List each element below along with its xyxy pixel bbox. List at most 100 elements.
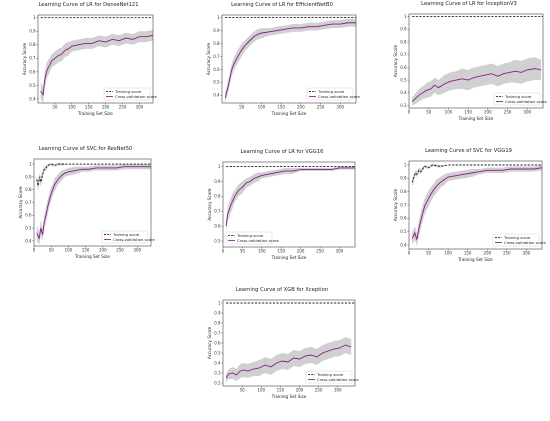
cross-validation-score-line [225,344,352,379]
x-axis-label: Training Set Size [458,116,494,121]
y-tick-label: 0.8 [214,194,221,199]
y-tick-label: 0.5 [25,225,32,230]
y-tick-label: 0.3 [400,103,407,108]
legend-validation-label: Cross-validation score [504,240,546,245]
training-score-line [36,163,151,186]
cross-validation-score-line [411,68,542,102]
x-tick-label: 200 [99,248,107,253]
x-tick-label: 50 [240,249,246,254]
panel-densenet121: Learning Curve of LR for DenseNet121 50 1… [22,2,157,117]
panel-vgg16: Learning Curve of LR for VGG16 0 50 100 150… [207,149,357,261]
y-tick-label: 1 [218,164,221,169]
x-tick-label: 50 [239,105,245,110]
x-tick-label: 50 [52,105,58,110]
x-axis-label: Training Set Size [457,257,493,262]
y-axis-label: Accuracy Score [393,188,398,221]
x-tick-label: 250 [317,105,325,110]
y-tick-label: 0.9 [29,29,36,34]
plot-frame [408,13,544,109]
x-tick-label: 100 [444,251,452,256]
y-tick-label: 0.7 [214,209,221,214]
legend-training-label: Training score [316,372,344,377]
x-tick-label: 300 [523,110,531,115]
panel-title: Learning Curve of LR for EfficientNetB0 [231,2,333,8]
legend-box [101,230,149,244]
panel-vgg19: Learning Curve of SVC for VGG19 0 50 100 15… [393,148,546,263]
x-tick-label: 200 [102,105,110,110]
y-tick-label: 0.5 [213,80,220,85]
chart-svg: 50 100 150 200 250 300 0.4 0.5 0.6 0.7 0.8 0.9 1 Trai… [22,14,157,116]
x-axis-label: Training Set Size [271,394,307,399]
y-tick-label: 0.8 [400,39,407,44]
legend-training-label: Training score [112,232,140,237]
x-tick-label: 250 [503,251,511,256]
x-tick-label: 150 [85,105,93,110]
y-tick-label: 1 [33,15,36,20]
x-tick-label: 50 [240,388,246,393]
x-tick-label: 100 [445,110,453,115]
y-axis-label: Accuracy Score [18,186,23,219]
x-axis-label: Training Set Size [271,255,307,260]
x-tick-label: 250 [119,105,127,110]
panel-title: Learning Curve of XGB for Xception [235,287,329,293]
plot-frame [222,161,356,248]
legend-validation-label: Cross-validation score [237,238,279,243]
y-tick-label: 0.9 [400,27,407,32]
cross-validation-score-line [40,34,154,97]
x-tick-label: 0 [408,110,411,115]
y-tick-label: 0.5 [214,350,221,355]
y-tick-label: 0.5 [400,229,407,234]
chart-svg: 50 100 150 200 250 300 0.4 0.5 0.6 0.7 0.8 0.9 1 Trai… [206,14,360,116]
y-tick-label: 1 [218,300,221,305]
legend-training-label: Training score [317,89,345,94]
y-tick-label: 0.6 [213,67,220,72]
panel-resnet50: Learning Curve of SVC for ResNet50 0 50 10… [18,146,155,260]
y-tick-label: 0.9 [213,28,220,33]
legend-validation-label: Cross-validation score [317,377,359,382]
cross-validation-score-line [411,167,543,240]
y-tick-label: 0.4 [214,360,221,365]
x-tick-label: 100 [258,249,266,254]
chart-svg: 0 50 100 150 200 250 300 0.4 0.5 0.6 0.7 0.8 0.9 1 Tra… [18,158,155,259]
x-tick-label: 300 [133,248,141,253]
panel-title: Learning Curve of LR for DenseNet121 [38,2,139,8]
chart-svg: 50 100 150 200 250 300 0.2 0.3 0.4 0.5 0.6 0.7 0.8 0.… [207,299,359,399]
x-tick-label: 200 [296,388,304,393]
legend-validation-label: Cross-validation score [115,94,157,99]
legend-box [306,87,354,101]
x-tick-label: 250 [316,249,324,254]
legend-validation-label: Cross-validation score [318,94,360,99]
x-axis-label: Training Set Size [271,111,307,116]
y-tick-label: 0.6 [29,69,36,74]
x-axis-label: Training Set Size [77,111,113,116]
plot-frame [37,14,154,104]
y-axis-label: Accuracy Score [22,42,27,75]
y-tick-label: 0.8 [213,41,220,46]
legend-box [225,231,273,245]
y-axis-label: Accuracy Score [393,44,398,77]
x-tick-label: 150 [464,251,472,256]
confidence-band [225,18,356,103]
panel-inceptionv3: Learning Curve of LR for InceptionV3 0 50… [393,1,547,122]
y-tick-label: 0.7 [25,200,32,205]
legend-training-label: Training score [504,94,532,99]
legend-training-label: Training score [114,89,142,94]
confidence-band [412,57,542,106]
y-tick-label: 0.7 [213,54,220,59]
x-tick-label: 300 [336,105,344,110]
panel-efficientnetb0: Learning Curve of LR for EfficientNetB0 … [206,2,360,117]
x-tick-label: 150 [82,248,90,253]
x-tick-label: 50 [49,248,55,253]
x-tick-label: 200 [484,110,492,115]
y-tick-label: 0.6 [25,213,32,218]
x-tick-label: 300 [336,249,344,254]
y-tick-label: 0.7 [400,202,407,207]
y-tick-label: 1 [404,14,407,19]
y-tick-label: 0.8 [29,42,36,47]
y-tick-label: 0.8 [25,187,32,192]
cross-validation-score-line [36,166,151,240]
